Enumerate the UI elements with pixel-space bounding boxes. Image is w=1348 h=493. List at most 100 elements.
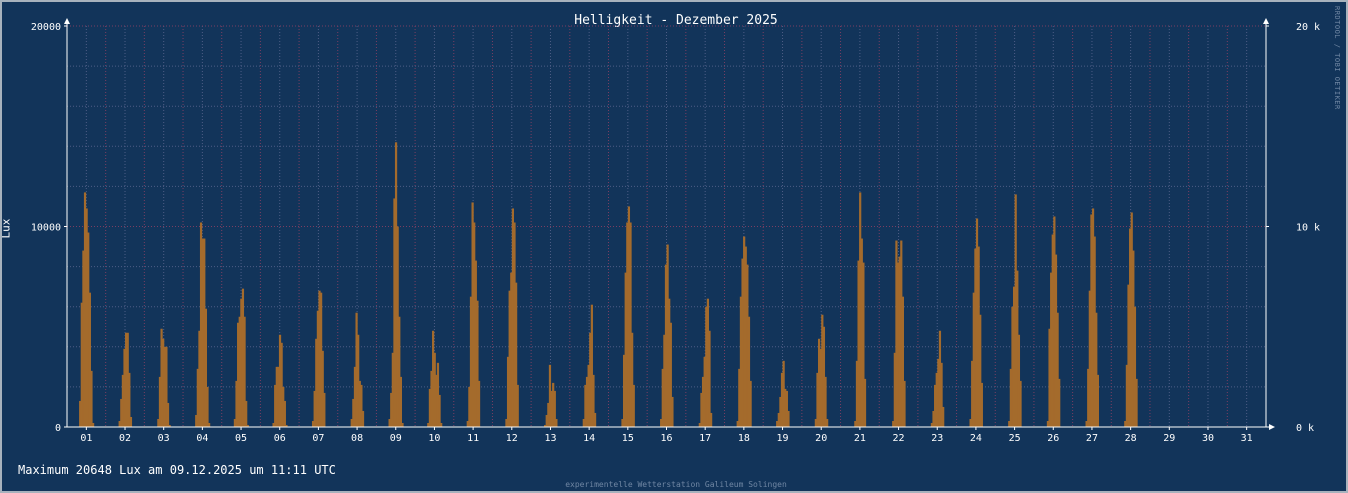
brightness-bar — [582, 418, 585, 427]
brightness-bar — [1011, 306, 1014, 427]
brightness-bar — [975, 218, 979, 427]
brightness-bar — [627, 206, 631, 427]
brightness-bar — [1095, 312, 1098, 427]
brightness-bar — [118, 420, 121, 427]
brightness-bar — [198, 330, 201, 427]
x-tick-label: 04 — [196, 433, 208, 444]
x-tick-label: 15 — [622, 433, 634, 444]
brightness-bar — [165, 346, 168, 427]
brightness-bar — [663, 334, 666, 427]
brightness-bar — [898, 256, 901, 427]
brightness-bar — [506, 356, 510, 427]
brightness-bar — [592, 374, 595, 427]
brightness-bar — [777, 412, 780, 427]
brightness-bar — [892, 420, 895, 427]
brightness-bar — [1051, 234, 1054, 427]
brightness-bar — [710, 412, 713, 427]
brightness-bar — [743, 236, 746, 427]
brightness-bar — [361, 410, 365, 427]
brightness-bar — [208, 422, 211, 427]
brightness-bar — [1008, 420, 1011, 427]
brightness-bar — [1019, 380, 1022, 427]
brightness-bar — [1127, 284, 1130, 427]
brightness-bar — [438, 394, 441, 427]
brightness-bar — [206, 386, 209, 427]
brightness-bar — [129, 416, 133, 427]
brightness-bar — [972, 292, 975, 427]
brightness-bar — [168, 425, 171, 427]
brightness-bar — [318, 290, 321, 427]
brightness-bar — [126, 332, 129, 427]
brightness-bar — [622, 354, 626, 427]
brightness-bar — [440, 422, 443, 427]
brightness-bar — [275, 366, 278, 427]
brightness-bar — [505, 418, 508, 427]
brightness-bar — [358, 380, 361, 427]
brightness-bar — [321, 350, 324, 427]
y-axis-arrow — [64, 18, 70, 24]
brightness-bar — [398, 316, 401, 427]
x-tick-label: 12 — [506, 433, 518, 444]
brightness-bar — [316, 310, 319, 427]
brightness-bar — [900, 240, 903, 427]
brightness-bar — [666, 244, 669, 427]
brightness-bar — [1129, 228, 1132, 427]
x-tick-label: 20 — [815, 433, 827, 444]
brightness-bar — [971, 360, 974, 427]
brightness-bar — [700, 392, 703, 427]
brightness-bar — [394, 142, 398, 428]
brightness-bar — [706, 298, 709, 427]
brightness-bar — [664, 264, 668, 427]
brightness-bar — [668, 298, 671, 427]
brightness-bar — [240, 298, 243, 427]
brightness-bar — [855, 360, 859, 427]
brightness-bar — [204, 308, 207, 427]
brightness-bar — [283, 400, 286, 427]
brightness-bar — [246, 425, 249, 427]
brightness-bar — [430, 370, 433, 427]
brightness-bar — [471, 202, 474, 427]
brightness-bar — [901, 296, 904, 427]
brightness-bar — [782, 360, 785, 427]
brightness-bar — [1130, 212, 1133, 427]
brightness-bar — [937, 358, 940, 427]
brightness-bar — [969, 418, 972, 427]
brightness-bar — [701, 376, 705, 428]
brightness-bar — [1054, 254, 1058, 427]
brightness-bar — [82, 250, 85, 427]
brightness-bar — [511, 208, 514, 427]
rrdtool-watermark: RRDTOOL / TOBI OETIKER — [1333, 6, 1341, 110]
brightness-bar — [238, 316, 241, 427]
brightness-bar — [233, 418, 237, 427]
brightness-bar — [160, 328, 163, 427]
brightness-bar — [157, 418, 160, 427]
brightness-bar — [282, 386, 285, 427]
brightness-bar — [1132, 250, 1135, 427]
brightness-bar — [272, 422, 275, 427]
x-tick-label: 17 — [699, 433, 711, 444]
right-y-tick-label: 0 k — [1296, 423, 1314, 434]
brightness-bar — [350, 418, 353, 427]
brightness-bar — [548, 364, 552, 427]
x-tick-label: 27 — [1086, 433, 1098, 444]
brightness-bar — [934, 384, 937, 427]
brightness-bar — [203, 238, 206, 427]
brightness-bar — [323, 392, 326, 427]
brightness-bar — [388, 418, 391, 427]
brightness-bar — [589, 332, 592, 427]
brightness-bar — [780, 372, 784, 427]
brightness-bar — [158, 376, 162, 428]
x-tick-label: 24 — [970, 433, 982, 444]
brightness-bar — [698, 422, 701, 427]
brightness-bar — [776, 420, 779, 427]
brightness-bar — [547, 402, 550, 427]
x-tick-label: 31 — [1241, 433, 1253, 444]
brightness-bar — [396, 226, 399, 427]
brightness-bar — [863, 378, 867, 427]
brightness-bar — [1058, 378, 1061, 427]
brightness-bar — [736, 420, 739, 427]
brightness-bar — [817, 338, 821, 427]
brightness-bar — [860, 238, 863, 427]
brightness-bar — [1048, 328, 1051, 427]
